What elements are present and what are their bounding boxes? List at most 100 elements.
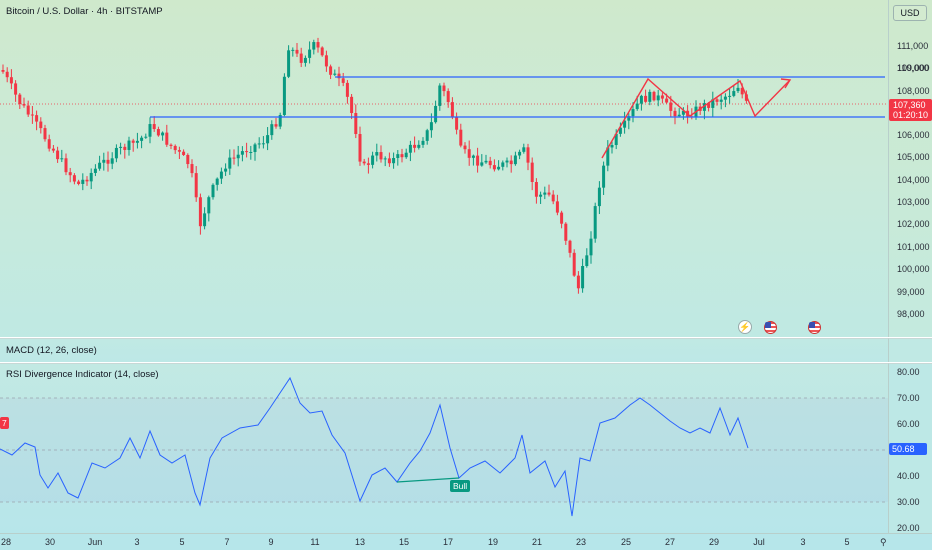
- rsi-left-marker: 7: [0, 417, 9, 429]
- candle-body: [266, 135, 270, 144]
- candle-body: [186, 154, 190, 165]
- candle-body: [379, 152, 383, 160]
- candle-body: [560, 212, 564, 224]
- price-scale[interactable]: [888, 0, 932, 337]
- candle-body: [320, 47, 324, 56]
- candle-body: [446, 91, 450, 103]
- candle-body: [623, 120, 627, 128]
- us-flag-icon[interactable]: [808, 321, 821, 334]
- candle-body: [341, 78, 345, 83]
- price-tick: 102,000: [897, 219, 930, 229]
- candle-body: [711, 99, 715, 108]
- candle-body: [404, 152, 408, 158]
- price-chart-pane[interactable]: [0, 0, 888, 337]
- time-label: 9: [268, 537, 274, 547]
- candle-body: [576, 275, 580, 289]
- candle-body: [43, 128, 47, 140]
- price-tick: 108,000: [897, 86, 930, 96]
- candle-body: [68, 172, 72, 176]
- bull-divergence-label[interactable]: Bull: [450, 480, 471, 492]
- candle-body: [114, 147, 118, 159]
- zoom-icon[interactable]: ⚲: [880, 537, 887, 547]
- candle-body: [270, 124, 274, 136]
- candle-body: [362, 161, 366, 164]
- candle-body: [345, 82, 349, 97]
- candle-body: [568, 240, 572, 253]
- symbol-title[interactable]: Bitcoin / U.S. Dollar · 4h · BITSTAMP: [6, 6, 163, 17]
- candle-body: [417, 144, 421, 148]
- candle-body: [610, 145, 614, 148]
- time-label: 3: [800, 537, 806, 547]
- macd-scale[interactable]: [888, 338, 932, 362]
- projection-path[interactable]: [601, 77, 791, 159]
- candle-body: [593, 206, 597, 239]
- rsi-tick: 60.00: [897, 419, 920, 429]
- us-flag-icon[interactable]: [764, 321, 777, 334]
- candle-body: [299, 53, 303, 63]
- candle-body: [513, 155, 517, 165]
- candle-body: [350, 96, 354, 114]
- price-tick: 100,000: [897, 264, 930, 274]
- candle-body: [245, 151, 249, 153]
- candle-body: [488, 160, 492, 166]
- candle-body: [215, 178, 219, 185]
- candle-body: [383, 158, 387, 160]
- current-price-badge: 107,360 01:20:10: [889, 99, 932, 121]
- candle-body: [375, 152, 379, 156]
- candle-body: [119, 146, 123, 148]
- candle-body: [681, 110, 685, 115]
- candle-body: [455, 117, 459, 130]
- rsi-pane[interactable]: [0, 363, 888, 533]
- time-label: 29: [708, 537, 720, 547]
- candle-body: [51, 148, 55, 151]
- candle-body: [371, 155, 375, 165]
- rsi-legend[interactable]: RSI Divergence Indicator (14, close): [6, 369, 159, 380]
- candle-body: [723, 96, 727, 100]
- candle-body: [732, 91, 736, 96]
- time-label: 28: [0, 537, 12, 547]
- candle-body: [156, 129, 160, 136]
- time-label: 27: [664, 537, 676, 547]
- candle-body: [505, 160, 509, 163]
- time-label: Jul: [753, 537, 765, 547]
- candle-body: [261, 143, 265, 145]
- candle-body: [77, 181, 81, 184]
- currency-button[interactable]: USD: [893, 5, 927, 21]
- candle-body: [387, 158, 391, 164]
- candle-body: [60, 158, 64, 160]
- candle-body: [123, 146, 127, 150]
- candle-body: [274, 124, 278, 127]
- candle-body: [644, 95, 648, 102]
- candle-body: [677, 114, 681, 117]
- candle-body: [522, 147, 526, 152]
- current-price-value: 107,360: [893, 100, 926, 110]
- candle-body: [492, 165, 496, 170]
- candle-body: [572, 252, 576, 276]
- candle-body: [656, 95, 660, 101]
- candle-body: [635, 103, 639, 110]
- candle-body: [5, 71, 9, 78]
- candle-body: [497, 166, 501, 170]
- candle-body: [639, 95, 643, 104]
- time-label: 5: [844, 537, 850, 547]
- time-axis[interactable]: [0, 533, 932, 550]
- macd-legend[interactable]: MACD (12, 26, close): [6, 345, 97, 356]
- rsi-line: [0, 376, 749, 517]
- candle-body: [198, 197, 202, 227]
- bar-countdown: 01:20:10: [893, 110, 929, 120]
- candle-body: [152, 124, 156, 130]
- candle-body: [207, 197, 211, 214]
- candle-body: [425, 130, 429, 141]
- macd-pane[interactable]: [0, 338, 888, 362]
- time-label: 11: [310, 537, 320, 547]
- candle-body: [110, 158, 114, 164]
- candle-body: [564, 223, 568, 241]
- candle-body: [459, 129, 463, 146]
- candle-body: [501, 162, 505, 167]
- candle-body: [421, 140, 425, 145]
- candle-body: [581, 266, 585, 289]
- candle-body: [400, 154, 404, 158]
- time-label: 21: [531, 537, 543, 547]
- lightning-icon[interactable]: ⚡: [738, 320, 752, 334]
- candle-body: [463, 145, 467, 150]
